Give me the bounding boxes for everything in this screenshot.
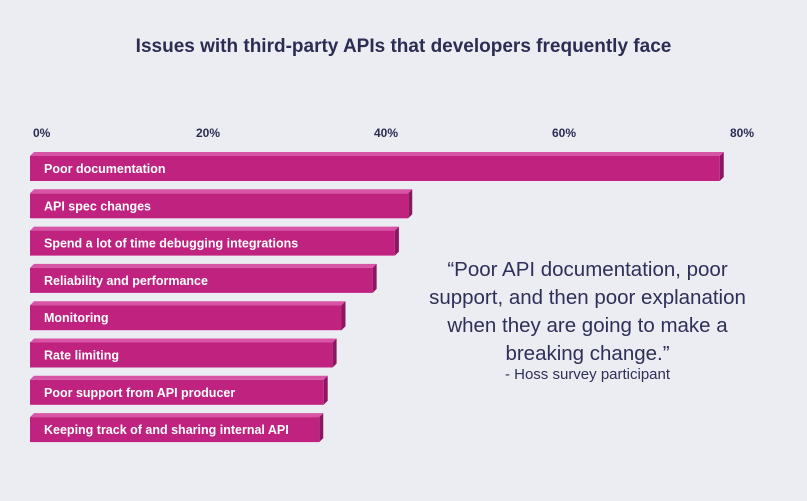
bar-top-face — [30, 338, 337, 343]
bar: Rate limiting — [30, 338, 337, 368]
bar-side-face — [341, 301, 346, 331]
bar-front-face — [30, 193, 409, 219]
bar-top-face — [30, 301, 346, 306]
bar-category-label: Monitoring — [44, 311, 109, 325]
bar-top-face — [30, 152, 724, 156]
bar-category-label: Rate limiting — [44, 349, 119, 363]
bar-top-face — [30, 226, 399, 231]
bar: Reliability and performance — [30, 263, 377, 293]
bar-category-label: Reliability and performance — [44, 274, 208, 288]
bar-side-face — [332, 338, 337, 368]
bars: Poor documentation API spec changes Spend … — [30, 152, 724, 443]
bar: Poor support from API producer — [30, 375, 328, 405]
bar: API spec changes — [30, 189, 413, 219]
chart-title: Issues with third-party APIs that develo… — [135, 36, 672, 57]
bar-top-face — [30, 189, 413, 194]
bar: Keeping track of and sharing internal AP… — [30, 413, 324, 443]
bar: Monitoring — [30, 301, 346, 331]
bar-top-face — [30, 375, 328, 380]
bar-front-face — [30, 267, 373, 293]
bar-category-label: Spend a lot of time debugging integratio… — [44, 237, 298, 251]
bar-front-face — [30, 417, 320, 443]
bar-side-face — [719, 152, 724, 181]
bar-category-label: Keeping track of and sharing internal AP… — [44, 423, 289, 437]
x-tick-label: 80% — [730, 126, 754, 140]
bar-side-face — [408, 189, 413, 219]
bar-front-face — [30, 305, 342, 331]
bar-category-label: Poor support from API producer — [44, 386, 235, 400]
bar: Poor documentation — [30, 152, 724, 181]
bar-category-label: Poor documentation — [44, 162, 166, 176]
bar-side-face — [323, 375, 328, 405]
bar-front-face — [30, 230, 395, 256]
bar-front-face — [30, 342, 333, 368]
bar-side-face — [372, 263, 377, 293]
x-tick-label: 0% — [33, 126, 51, 140]
x-tick-label: 60% — [552, 126, 576, 140]
bar-front-face — [30, 379, 324, 405]
bar-top-face — [30, 413, 324, 418]
quote-attribution: - Hoss survey participant — [504, 366, 671, 383]
survey-quote: “Poor API documentation, poor support, a… — [429, 258, 746, 365]
x-tick-label: 20% — [196, 126, 220, 140]
x-tick-label: 40% — [374, 126, 398, 140]
bar-top-face — [30, 263, 377, 268]
bar-side-face — [319, 413, 324, 443]
bar-front-face — [30, 156, 720, 181]
bar-side-face — [394, 226, 399, 256]
bar: Spend a lot of time debugging integratio… — [30, 226, 399, 256]
bar-category-label: API spec changes — [44, 199, 151, 213]
x-axis-ticks: 0% 20% 40% 60% 80% — [33, 126, 754, 140]
